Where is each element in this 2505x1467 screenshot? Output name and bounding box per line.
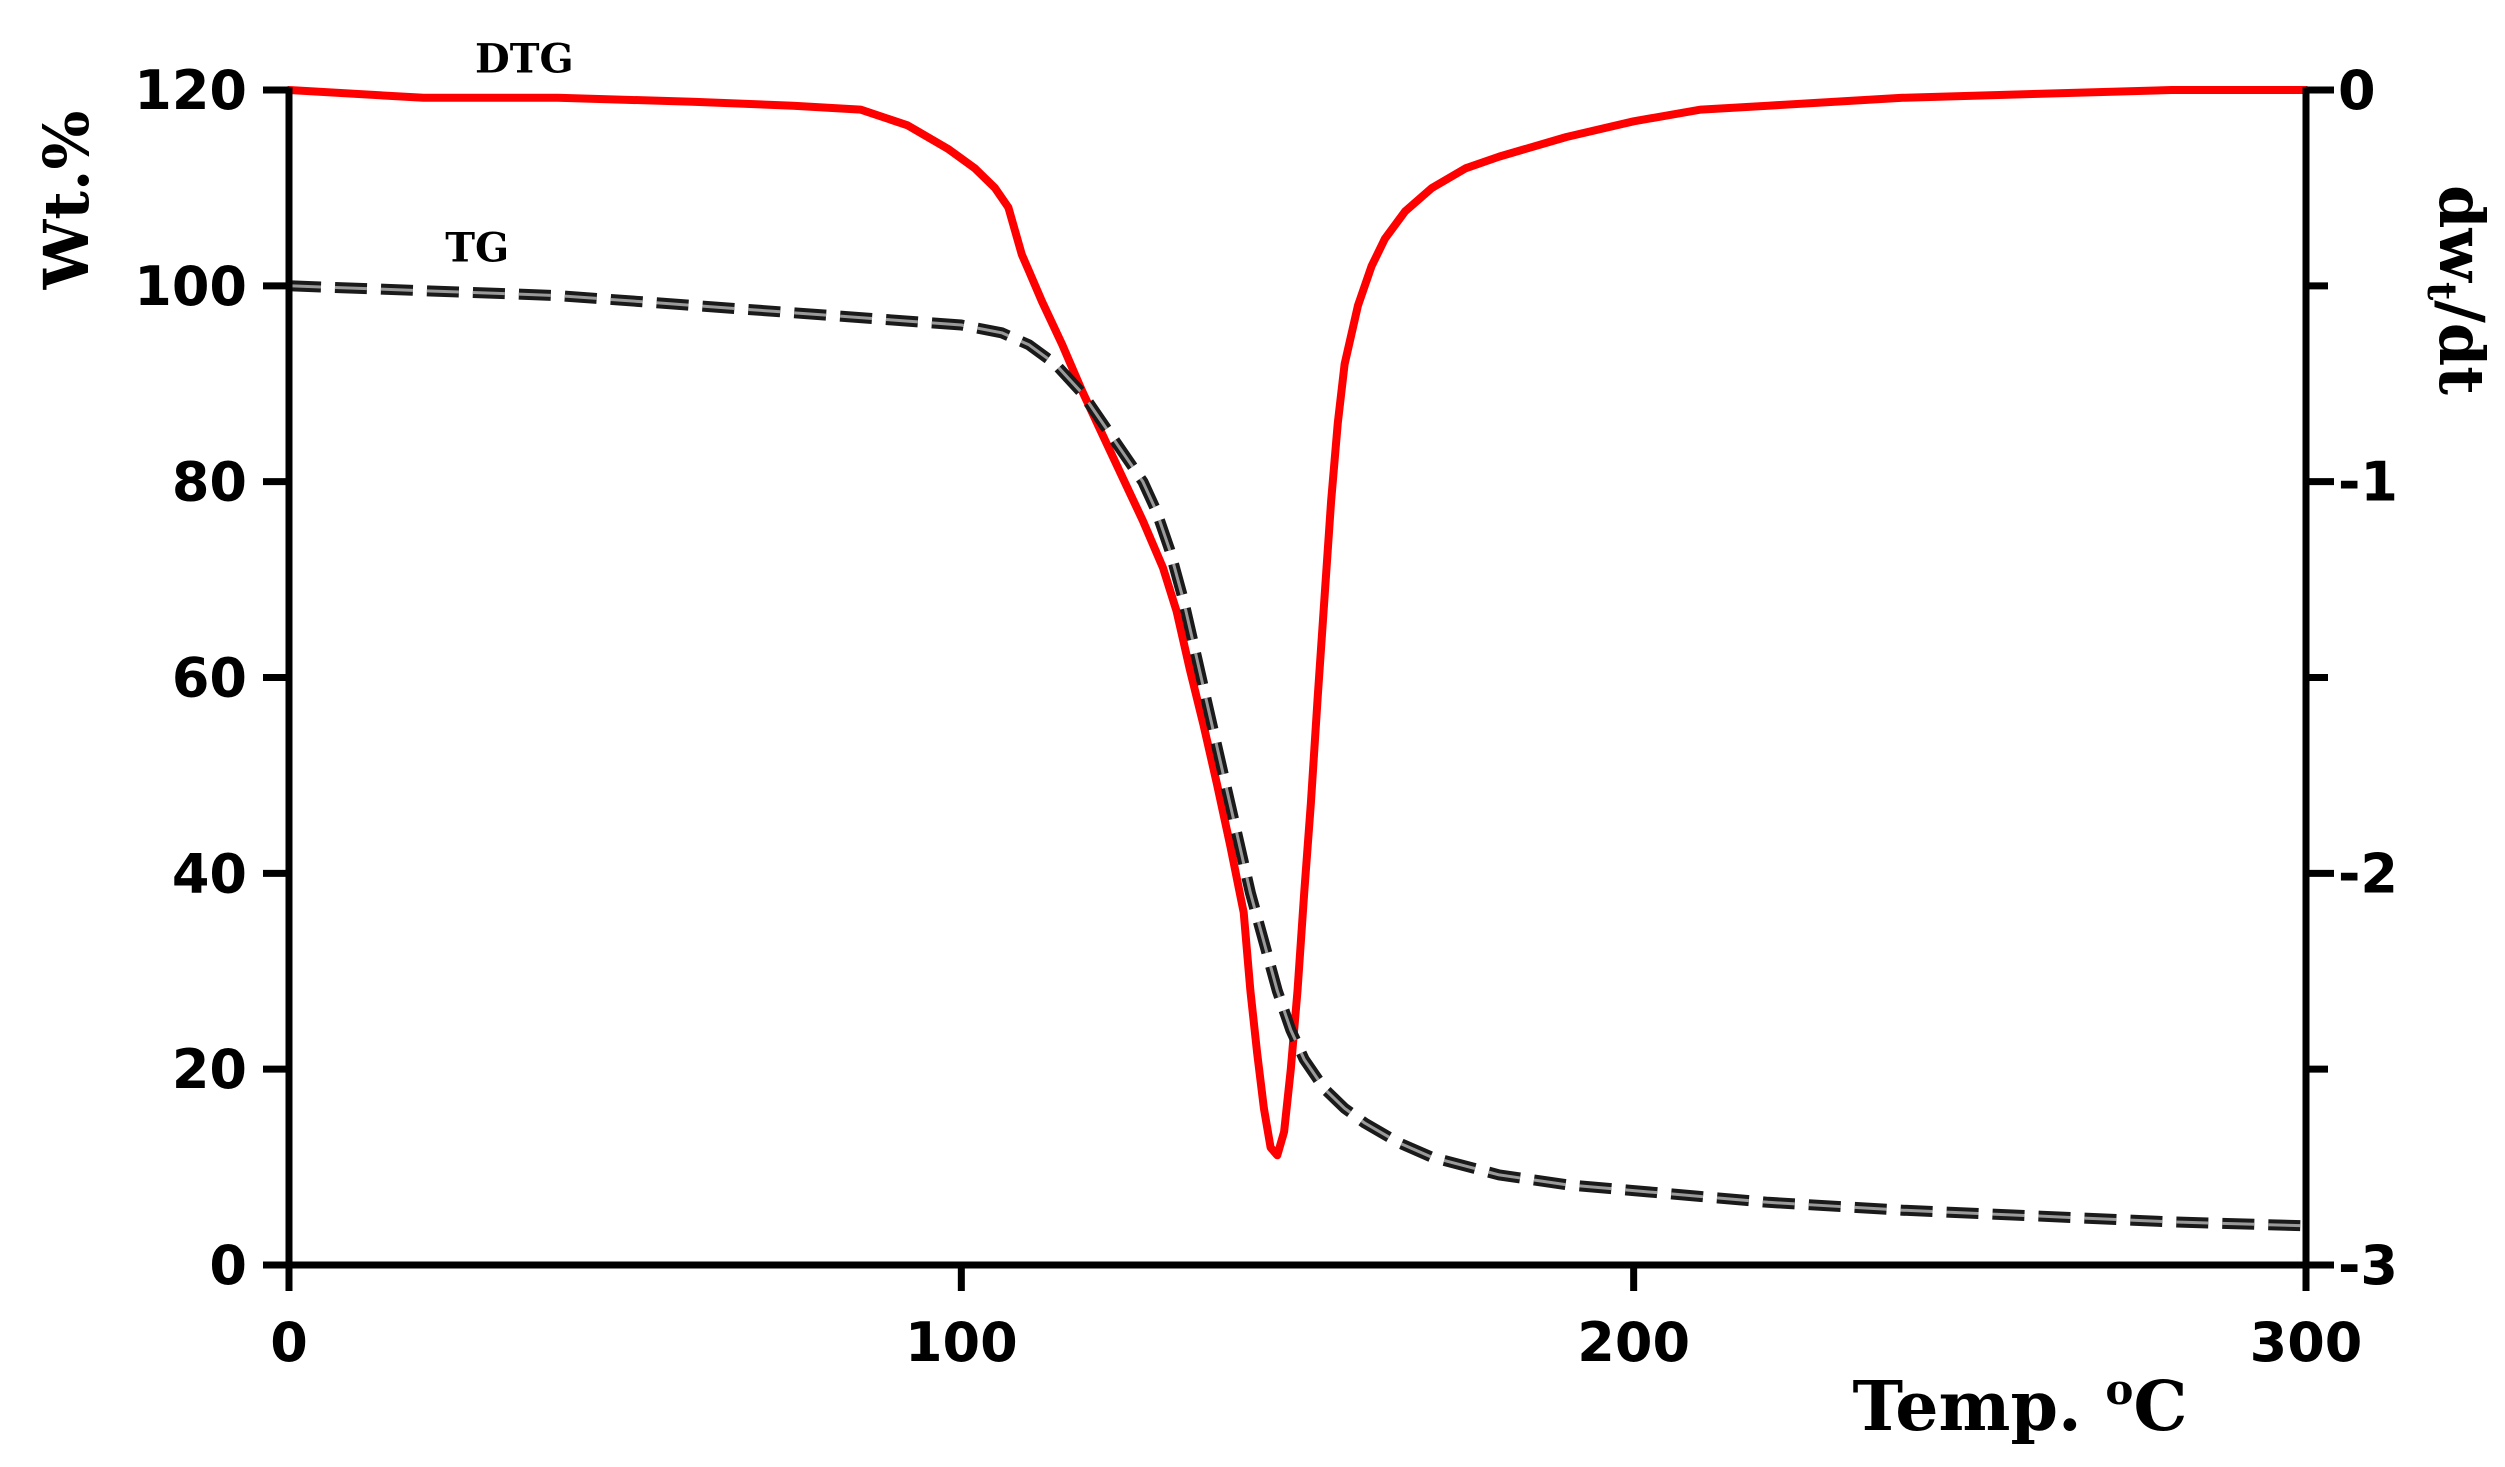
dtg-series-line [285,86,2310,1160]
y-tick-label: 100 [134,255,247,318]
y2-axis-title-main: dw [2425,185,2498,283]
series-layer [285,86,2310,1232]
y-tick-label: 80 [172,451,247,514]
x-tick-label: 200 [1577,1311,1690,1374]
x-axis-title-main: Temp. [1852,1367,2105,1447]
y-tick-label: 40 [172,842,247,905]
y2-axis-title: dwt/dt [2418,185,2498,395]
dtg-series-label: DTG [475,35,574,82]
x-tick-label: 300 [2250,1311,2363,1374]
y-tick-label: 120 [134,59,247,122]
y2-axis-title-sub: t [2418,282,2465,301]
y-tick-label: 60 [172,647,247,710]
tg-series-line-highlight [288,284,2307,1228]
y-axis-title: Wt.% [30,111,103,291]
y-tick-label: 20 [172,1038,247,1101]
x-axis-title: Temp. oC [1852,1365,2187,1447]
y2-tick-label: -1 [2338,451,2398,514]
x-tick-label: 0 [270,1311,308,1374]
tg-series-label: TG [445,224,509,271]
y2-tick-label: 0 [2338,59,2376,122]
x-axis-title-sup: o [2105,1365,2133,1414]
x-tick-label: 100 [905,1311,1018,1374]
y-tick-label: 0 [209,1234,247,1297]
x-axis-title-unit: C [2133,1367,2187,1447]
tg-series-line [288,280,2307,1232]
y2-tick-label: -3 [2338,1234,2398,1297]
y2-axis-title-end: /dt [2425,300,2498,395]
y2-tick-label: -2 [2338,842,2398,905]
